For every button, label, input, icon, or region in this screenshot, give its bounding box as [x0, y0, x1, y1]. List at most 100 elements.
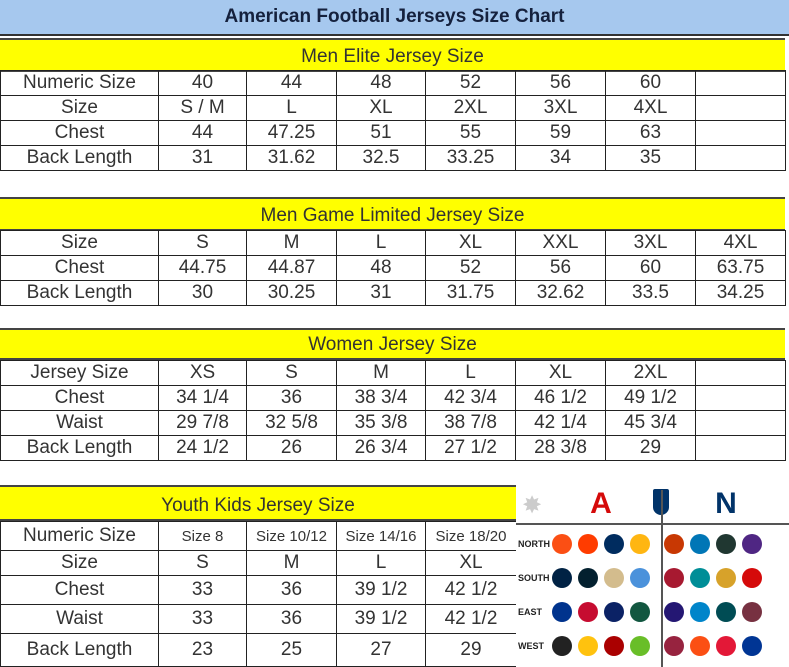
- table-cell: 29: [425, 633, 517, 667]
- row-label: Back Length: [0, 280, 159, 306]
- team-logo-icon: [664, 568, 684, 588]
- table-cell: 42 3/4: [425, 385, 516, 411]
- row-label: Jersey Size: [0, 360, 159, 386]
- row-label: Numeric Size: [0, 521, 159, 551]
- team-logo-icon: [742, 602, 762, 622]
- table-cell: 28 3/8: [515, 435, 606, 461]
- division-label: NORTH: [518, 539, 550, 549]
- division-label: SOUTH: [518, 573, 550, 583]
- section-heading: Men Elite Jersey Size: [0, 38, 785, 72]
- team-logo-icon: [716, 534, 736, 554]
- table-cell: L: [336, 230, 426, 256]
- table-cell: 56: [515, 70, 606, 96]
- afc-logo: A: [590, 487, 612, 520]
- table-cell: XL: [336, 95, 426, 121]
- table-cell: 39 1/2: [336, 604, 426, 634]
- table-cell: 33: [158, 604, 247, 634]
- table-cell: 33.25: [425, 145, 516, 171]
- table-cell: 47.25: [246, 120, 337, 146]
- table-cell: 49 1/2: [605, 385, 696, 411]
- team-logo-icon: [690, 568, 710, 588]
- table-row: Waist 33 36 39 1/2 42 1/2: [0, 604, 517, 634]
- table-cell: 33: [158, 575, 247, 605]
- table-row: Size S / M L XL 2XL 3XL 4XL: [0, 95, 786, 121]
- table-cell: 59: [515, 120, 606, 146]
- team-logo-icon: [552, 534, 572, 554]
- table-cell: 4XL: [605, 95, 696, 121]
- section-heading: Women Jersey Size: [0, 328, 785, 360]
- table-cell: 4XL: [695, 230, 786, 256]
- team-logo-icon: [742, 636, 762, 656]
- table-cell: 2XL: [605, 360, 696, 386]
- division-row: NORTH: [516, 529, 789, 559]
- table-row: Size S M L XL: [0, 550, 517, 576]
- team-logo-icon: [552, 602, 572, 622]
- division-row: WEST: [516, 631, 789, 661]
- division-label: EAST: [518, 607, 543, 617]
- table-row: Back Length 30 30.25 31 31.75 32.62 33.5 34.25: [0, 280, 786, 306]
- table-cell: M: [246, 230, 337, 256]
- table-cell: 33.5: [605, 280, 696, 306]
- table-cell: 63: [605, 120, 696, 146]
- table-cell: 38 3/4: [336, 385, 426, 411]
- table-cell: 31: [158, 145, 247, 171]
- table-cell: 27 1/2: [425, 435, 516, 461]
- table-cell: S / M: [158, 95, 247, 121]
- table-cell: 32 5/8: [246, 410, 337, 436]
- table-cell: 35: [605, 145, 696, 171]
- row-label: Size: [0, 230, 159, 256]
- team-logo-icon: [552, 636, 572, 656]
- table-cell: 40: [158, 70, 247, 96]
- table-cell: XL: [515, 360, 606, 386]
- table-cell: S: [246, 360, 337, 386]
- table-cell: [695, 145, 786, 171]
- table-row: Back Length 23 25 27 29: [0, 633, 517, 667]
- section-heading: Youth Kids Jersey Size: [0, 485, 516, 521]
- table-cell: [695, 360, 786, 386]
- table-cell: 29 7/8: [158, 410, 247, 436]
- table-cell: 45 3/4: [605, 410, 696, 436]
- table-cell: 32.5: [336, 145, 426, 171]
- table-cell: XL: [425, 230, 516, 256]
- table-cell: 55: [425, 120, 516, 146]
- team-logo-icon: [742, 534, 762, 554]
- table-cell: 42 1/2: [425, 604, 517, 634]
- table-cell: XL: [425, 550, 517, 576]
- table-cell: 44.75: [158, 255, 247, 281]
- table-cell: M: [336, 360, 426, 386]
- table-row: Chest 34 1/4 36 38 3/4 42 3/4 46 1/2 49 1/2: [0, 385, 786, 411]
- table-cell: 34.25: [695, 280, 786, 306]
- division-row: SOUTH: [516, 563, 789, 593]
- table-cell: [695, 385, 786, 411]
- row-label: Chest: [0, 255, 159, 281]
- team-logo-icon: [630, 636, 650, 656]
- team-logo-icon: [604, 534, 624, 554]
- table-cell: S: [158, 550, 247, 576]
- table-cell: 38 7/8: [425, 410, 516, 436]
- table-cell: 23: [158, 633, 247, 667]
- table-cell: 3XL: [515, 95, 606, 121]
- table-row: Back Length 24 1/2 26 26 3/4 27 1/2 28 3/8 29: [0, 435, 786, 461]
- table-cell: 34 1/4: [158, 385, 247, 411]
- division-row: EAST: [516, 597, 789, 627]
- table-cell: L: [336, 550, 426, 576]
- team-logo-icon: [630, 568, 650, 588]
- team-logo-icon: [716, 636, 736, 656]
- table-row: Waist 29 7/8 32 5/8 35 3/8 38 7/8 42 1/4 45 3/…: [0, 410, 786, 436]
- size-table: Numeric Size Size 8 Size 10/12 Size 14/16 Si…: [0, 521, 517, 667]
- table-cell: [695, 435, 786, 461]
- table-cell: 26: [246, 435, 337, 461]
- table-cell: 25: [246, 633, 337, 667]
- table-cell: 52: [425, 255, 516, 281]
- table-cell: XS: [158, 360, 247, 386]
- table-cell: [695, 120, 786, 146]
- row-label: Numeric Size: [0, 70, 159, 96]
- nfc-logo: N: [715, 487, 737, 520]
- team-logo-icon: [604, 636, 624, 656]
- table-row: Back Length 31 31.62 32.5 33.25 34 35: [0, 145, 786, 171]
- row-label: Back Length: [0, 145, 159, 171]
- team-logo-icon: [578, 534, 598, 554]
- table-cell: Size 10/12: [246, 521, 337, 551]
- size-table: Size S M L XL XXL 3XL 4XL Chest 44.75 44.87 48 52 56 6…: [0, 230, 786, 306]
- table-cell: Size 14/16: [336, 521, 426, 551]
